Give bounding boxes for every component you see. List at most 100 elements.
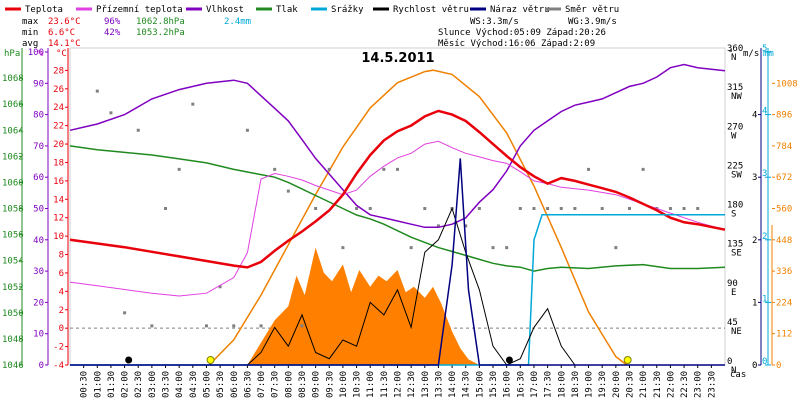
wind-direction-point xyxy=(627,207,631,210)
min-press: 1053.2hPa xyxy=(136,28,185,38)
time-tick-label: 11:30 xyxy=(380,371,390,398)
wm2-tick-label: 784 xyxy=(776,142,792,152)
plot-area xyxy=(69,63,726,366)
wind-direction-point xyxy=(436,224,440,228)
time-tick-label: 04:30 xyxy=(189,371,199,398)
dir-tick-label: 270 xyxy=(727,122,743,132)
series-wind-gust-line xyxy=(70,158,725,366)
degc-tick-label: -4 xyxy=(53,361,64,371)
time-tick-label: 05:30 xyxy=(216,371,226,398)
time-tick-label: 22:30 xyxy=(680,371,690,398)
legend-label: Teplota xyxy=(25,5,63,15)
hpa-tick-label: 1066 xyxy=(2,100,24,110)
mm-tick-label: 3 xyxy=(762,169,767,179)
avg-label: avg xyxy=(22,39,38,49)
wind-direction-point xyxy=(150,324,154,328)
wind-direction-point xyxy=(341,246,345,250)
time-tick-label: 16:00 xyxy=(503,371,513,398)
time-tick-label: 07:00 xyxy=(257,371,267,398)
time-tick-label: 15:30 xyxy=(489,371,499,398)
wind-direction-point xyxy=(327,167,331,171)
dir-compass-label: W xyxy=(731,131,737,141)
wind-direction-point xyxy=(696,207,700,210)
max-label: max xyxy=(22,17,39,27)
hpa-tick-label: 1056 xyxy=(2,231,24,241)
wind-direction-point xyxy=(123,311,127,315)
wind-direction-point xyxy=(464,224,468,228)
max-temp: 23.6°C xyxy=(48,17,81,27)
degc-tick-label: 18 xyxy=(53,158,64,168)
degc-tick-label: 24 xyxy=(53,103,64,113)
time-axis-label: čas xyxy=(730,369,746,380)
time-tick-label: 10:30 xyxy=(353,371,363,398)
max-rain: 2.4mm xyxy=(224,17,251,27)
time-tick-label: 15:00 xyxy=(475,371,485,398)
wind-direction-point xyxy=(573,207,577,210)
moon-times: Měsíc Východ:16:06 Západ:2:09 xyxy=(438,39,595,49)
sun-marker xyxy=(623,356,632,364)
pct-tick-label: 80 xyxy=(33,111,44,121)
wind-direction-point xyxy=(559,207,563,210)
wm2-tick-label: 672 xyxy=(776,173,792,183)
time-tick-label: 21:30 xyxy=(653,371,663,398)
chart-title: 14.5.2011 xyxy=(361,51,434,66)
degc-tick-label: 28 xyxy=(53,66,64,76)
pct-tick-label: 10 xyxy=(33,330,44,340)
wm2-tick-label: 112 xyxy=(776,330,792,340)
time-tick-label: 01:00 xyxy=(93,371,103,398)
mm-tick-label: 0 xyxy=(762,357,767,367)
wind-direction-point xyxy=(600,207,604,210)
time-tick-label: 18:00 xyxy=(557,371,567,398)
wm2-tick-label: 1008 xyxy=(776,79,798,89)
min-label: min xyxy=(22,28,38,38)
pct-tick-label: 90 xyxy=(33,79,44,89)
time-tick-label: 21:00 xyxy=(639,371,649,398)
sun-times: Slunce Východ:05:09 Západ:20:26 xyxy=(438,28,606,38)
time-tick-label: 09:00 xyxy=(312,371,322,398)
ms-tick-label: 0 xyxy=(752,361,757,371)
wind-direction-point xyxy=(614,246,618,250)
mm-tick-label: 2 xyxy=(762,232,767,242)
degc-tick-label: 6 xyxy=(59,269,64,279)
time-tick-label: 12:30 xyxy=(407,371,417,398)
degc-tick-label: 14 xyxy=(53,195,64,205)
time-tick-label: 14:00 xyxy=(448,371,458,398)
wind-direction-point xyxy=(518,207,522,210)
wm2-tick-label: 896 xyxy=(776,111,792,121)
wind-direction-point xyxy=(587,167,591,171)
ms-axis-label: m/s xyxy=(743,49,759,59)
legend: Teplota Přízemní teplota Vlhkost Tlak Srážky… xyxy=(5,5,619,15)
series-wind-speed-line xyxy=(70,207,725,366)
time-tick-label: 03:30 xyxy=(162,371,172,398)
wind-direction-point xyxy=(300,324,304,328)
legend-label: Náraz větru xyxy=(490,5,550,15)
degc-tick-label: 8 xyxy=(59,251,64,261)
wm2-tick-label: 224 xyxy=(776,298,792,308)
moon-marker xyxy=(125,356,133,364)
wind-direction-point xyxy=(477,207,481,210)
time-tick-label: 05:00 xyxy=(202,371,212,398)
ms-tick-label: 4 xyxy=(752,111,757,121)
time-tick-label: 08:00 xyxy=(284,371,294,398)
wind-direction-point xyxy=(286,189,290,193)
wind-direction-point xyxy=(396,167,399,171)
wind-direction-point xyxy=(409,246,413,250)
time-tick-label: 02:30 xyxy=(134,371,144,398)
mm-tick-label: 5 xyxy=(762,44,767,54)
stats-block: max 23.6°C 96% 1062.8hPa 2.4mm min 6.6°C… xyxy=(22,17,617,49)
time-tick-label: 13:30 xyxy=(434,371,444,398)
dir-compass-label: E xyxy=(731,288,736,298)
degc-tick-label: 26 xyxy=(53,85,64,95)
wind-direction-point xyxy=(355,207,359,210)
degc-tick-label: 12 xyxy=(53,214,64,224)
wind-direction-point xyxy=(191,102,195,106)
series-humidity-line xyxy=(69,63,726,229)
ms-tick-label: 1 xyxy=(752,298,757,308)
hpa-tick-label: 1046 xyxy=(2,361,24,371)
time-tick-label: 14:30 xyxy=(462,371,472,398)
wind-direction-point xyxy=(204,324,208,328)
degc-tick-label: 16 xyxy=(53,177,64,187)
dir-tick-label: 315 xyxy=(727,83,743,93)
wind-direction-point xyxy=(368,207,372,210)
time-tick-label: 02:00 xyxy=(121,371,131,398)
